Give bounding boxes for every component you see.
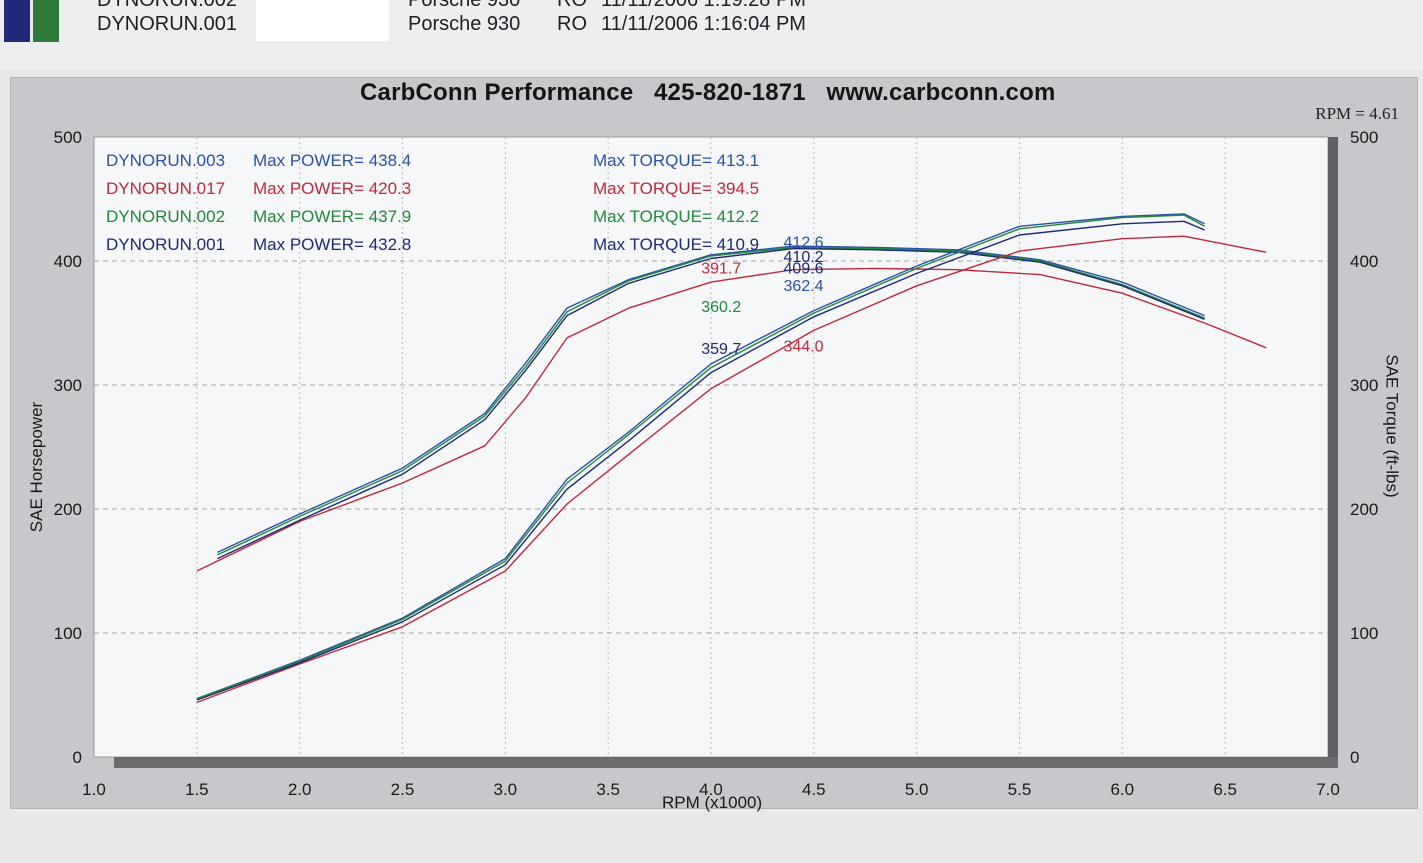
header-datetime: 11/11/2006 1:16:04 PM (601, 13, 806, 35)
x-tick-label: 6.0 (1111, 780, 1135, 799)
legend-run-name: DYNORUN.002 (106, 207, 225, 226)
logo-icon (4, 0, 30, 42)
logo-icon (33, 0, 59, 42)
legend-max-torque: Max TORQUE= 412.2 (593, 207, 759, 226)
header-code: RO (557, 0, 587, 11)
cursor-value-label: 410.2 (784, 249, 824, 266)
right-axis-bar (1328, 137, 1338, 767)
y-tick-label-left: 200 (54, 500, 82, 519)
x-tick-label: 7.0 (1316, 780, 1340, 799)
header-vehicle: Porsche 930 (408, 13, 521, 35)
legend-max-power: Max POWER= 420.3 (253, 179, 411, 198)
power-line-dynorun-017 (196, 235, 1267, 704)
x-axis-title: RPM (x1000) (662, 793, 763, 812)
cursor-value-label: 391.7 (701, 260, 741, 277)
y-tick-label-right: 500 (1350, 128, 1378, 147)
x-tick-label: 2.5 (391, 780, 415, 799)
cursor-value-label: 360.2 (701, 299, 741, 316)
header-vehicle: Porsche 930 (408, 0, 521, 11)
legend-max-power: Max POWER= 437.9 (253, 207, 411, 226)
cursor-value-label: 359.7 (701, 341, 741, 358)
legend-run-name: DYNORUN.001 (106, 235, 225, 254)
x-tick-label: 3.0 (494, 780, 518, 799)
y-tick-label-left: 300 (54, 376, 82, 395)
x-tick-label: 1.5 (185, 780, 209, 799)
legend-max-torque: Max TORQUE= 413.1 (593, 151, 759, 170)
x-tick-label: 4.5 (802, 780, 826, 799)
power-line-dynorun-002 (196, 214, 1205, 700)
header-run-name: DYNORUN.001 (97, 13, 238, 35)
header-strip (0, 0, 1423, 70)
y-tick-label-left: 100 (54, 624, 82, 643)
y-tick-label-right: 400 (1350, 252, 1378, 271)
y-tick-label-right: 200 (1350, 500, 1378, 519)
legend-max-power: Max POWER= 432.8 (253, 235, 411, 254)
header-code: RO (557, 13, 587, 35)
y-tick-label-right: 300 (1350, 376, 1378, 395)
y-tick-label-right: 0 (1350, 748, 1359, 767)
torque-line-dynorun-002 (217, 246, 1205, 556)
x-tick-label: 2.0 (288, 780, 312, 799)
chart-title: CarbConn Performance 425-820-1871 www.ca… (360, 79, 1056, 106)
cursor-value-label: 344.0 (784, 339, 824, 356)
y-tick-label-left: 400 (54, 252, 82, 271)
y-axis-title-left: SAE Horsepower (27, 401, 47, 533)
legend-max-torque: Max TORQUE= 394.5 (593, 179, 759, 198)
x-tick-label: 5.5 (1008, 780, 1032, 799)
power-line-dynorun-001 (196, 220, 1205, 701)
y-tick-label-left: 0 (73, 748, 82, 767)
header-datetime: 11/11/2006 1:19:28 PM (601, 0, 806, 11)
cursor-value-label: 362.4 (784, 278, 824, 295)
legend-max-torque: Max TORQUE= 410.9 (593, 235, 759, 254)
legend-run-name: DYNORUN.003 (106, 151, 225, 170)
cursor-value-label: 412.6 (784, 234, 824, 251)
x-tick-label: 1.0 (82, 780, 106, 799)
cursor-value-label: 409.6 (784, 260, 824, 277)
x-tick-label: 4.0 (699, 780, 723, 799)
y-axis-title-right: SAE Torque (ft-lbs) (1382, 354, 1402, 498)
torque-line-dynorun-001 (217, 247, 1205, 560)
bottom-axis-bar (114, 757, 1338, 768)
rpm-readout: RPM = 4.61 (1315, 104, 1399, 123)
torque-line-dynorun-003 (217, 245, 1205, 554)
header-run-name: DYNORUN.002 (97, 0, 238, 11)
legend-run-name: DYNORUN.017 (106, 179, 225, 198)
y-tick-label-right: 100 (1350, 624, 1378, 643)
power-line-dynorun-003 (196, 213, 1205, 700)
legend-max-power: Max POWER= 438.4 (253, 151, 411, 170)
x-tick-label: 6.5 (1213, 780, 1237, 799)
header-blank-box (256, 0, 389, 41)
torque-line-dynorun-017 (196, 267, 1267, 572)
x-tick-label: 5.0 (905, 780, 929, 799)
x-tick-label: 3.5 (596, 780, 620, 799)
y-tick-label-left: 500 (54, 128, 82, 147)
